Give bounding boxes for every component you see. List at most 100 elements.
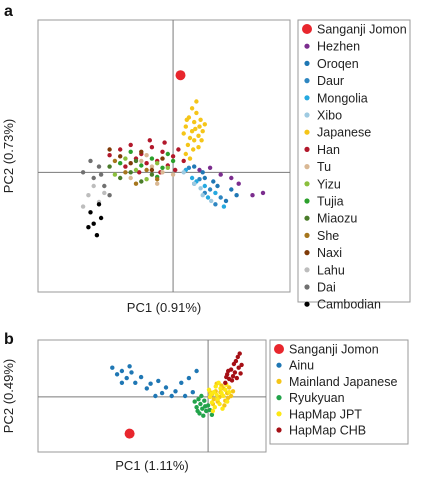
point-japanese (189, 106, 195, 111)
point-dai (91, 175, 96, 181)
legend-marker (302, 24, 312, 34)
point-lahu (91, 183, 96, 189)
legend-entry: Lahu (317, 263, 345, 277)
legend-entry: HapMap JPT (289, 407, 362, 421)
point-cambodian (98, 215, 104, 221)
point-ainu (156, 378, 161, 384)
legend-entry: Xibo (317, 109, 342, 123)
point-hapmap-chb (237, 351, 242, 356)
point-oroqen (192, 164, 197, 169)
point-tujia (160, 165, 165, 170)
x-axis-label: PC1 (1.11%) (115, 458, 188, 473)
point-hapmap-jpt (213, 384, 218, 389)
y-axis-label: PC2 (0.49%) (1, 359, 16, 433)
point-dai (107, 193, 112, 198)
legend-entry: Mongolia (317, 91, 368, 105)
point-ainu (133, 380, 138, 385)
point-japanese (200, 129, 205, 134)
point-cambodian (86, 225, 91, 230)
point-hezhen (197, 167, 202, 173)
point-ryukyuan (201, 413, 206, 418)
point-tu (149, 164, 155, 169)
plot-frame (37, 339, 267, 453)
point-hapmap-chb (223, 380, 228, 385)
legend-entry: Miaozu (317, 212, 357, 226)
legend-entry: Sanganji Jomon (289, 343, 379, 357)
point-hezhen (260, 190, 266, 196)
point-han (181, 158, 186, 164)
point-ryukyuan (200, 406, 205, 411)
point-oroqen (202, 175, 207, 181)
point-japanese (196, 145, 201, 150)
legend-entry: Tu (317, 160, 331, 174)
point-yizu (144, 177, 149, 182)
point-hapmap-jpt (212, 405, 217, 410)
point-hapmap-jpt (209, 400, 215, 405)
point-japanese (197, 124, 202, 129)
point-she (133, 181, 139, 186)
point-daur (207, 187, 213, 192)
legend-entry: Daur (317, 74, 344, 88)
legend-entry: HapMap CHB (289, 424, 366, 438)
point-ainu (148, 381, 153, 386)
point-dai (102, 183, 107, 189)
point-hapmap-chb (238, 371, 243, 376)
legend-marker (276, 395, 282, 401)
point-hapmap-chb (229, 378, 235, 383)
legend-entry: Dai (317, 281, 336, 295)
point-ainu (179, 380, 184, 385)
point-tujia (118, 161, 123, 166)
legend-marker (304, 43, 310, 49)
legend-box (297, 19, 411, 303)
point-ainu (114, 372, 120, 377)
legend-marker (274, 344, 284, 354)
point-hapmap-jpt (216, 380, 221, 385)
point-cambodian (91, 221, 96, 226)
point-japanese (196, 133, 201, 138)
point-mongolia (202, 183, 207, 189)
point-hapmap-jpt (210, 408, 216, 414)
point-han (137, 170, 142, 175)
point-dai (88, 158, 93, 164)
point-ainu (119, 368, 125, 374)
point-oroqen (223, 198, 229, 204)
point-hezhen (250, 193, 255, 198)
point-daur (186, 165, 192, 170)
point-tujia (170, 158, 176, 164)
point-miaozu (139, 179, 144, 184)
point-japanese (185, 142, 191, 148)
legend-marker (304, 267, 310, 273)
point-japanese (181, 131, 186, 136)
point-hapmap-chb (233, 358, 239, 364)
legend-marker (304, 181, 310, 187)
point-hapmap-jpt (220, 406, 225, 411)
point-dai (80, 170, 86, 175)
point-daur (218, 195, 223, 200)
legend-marker (276, 427, 282, 433)
point-japanese (183, 151, 188, 157)
point-mainland-japanese (230, 389, 236, 394)
point-tujia (149, 156, 155, 161)
point-hapmap-chb (230, 374, 236, 379)
y-axis-label: PC2 (0.73%) (1, 119, 16, 193)
point-dai (98, 172, 104, 177)
point-tujia (139, 163, 144, 168)
legend-marker (304, 164, 310, 170)
legend-marker (276, 362, 282, 368)
point-hapmap-chb (236, 365, 241, 370)
point-daur (213, 202, 218, 207)
panel-label: b (4, 331, 14, 348)
legend-entry: Ryukyuan (289, 391, 345, 405)
point-yizu (133, 167, 139, 173)
point-hapmap-chb (239, 362, 244, 368)
point-tu (139, 158, 144, 164)
point-ryukyuan (198, 401, 203, 407)
point-cambodian (88, 210, 93, 215)
legend-entry: Tujia (317, 195, 344, 209)
point-tu (160, 170, 165, 175)
point-han (128, 142, 133, 148)
point-hapmap-jpt (221, 393, 226, 399)
point-ryukyuan (203, 404, 208, 409)
legend-marker (304, 215, 310, 221)
point-ryukyuan (199, 393, 204, 399)
